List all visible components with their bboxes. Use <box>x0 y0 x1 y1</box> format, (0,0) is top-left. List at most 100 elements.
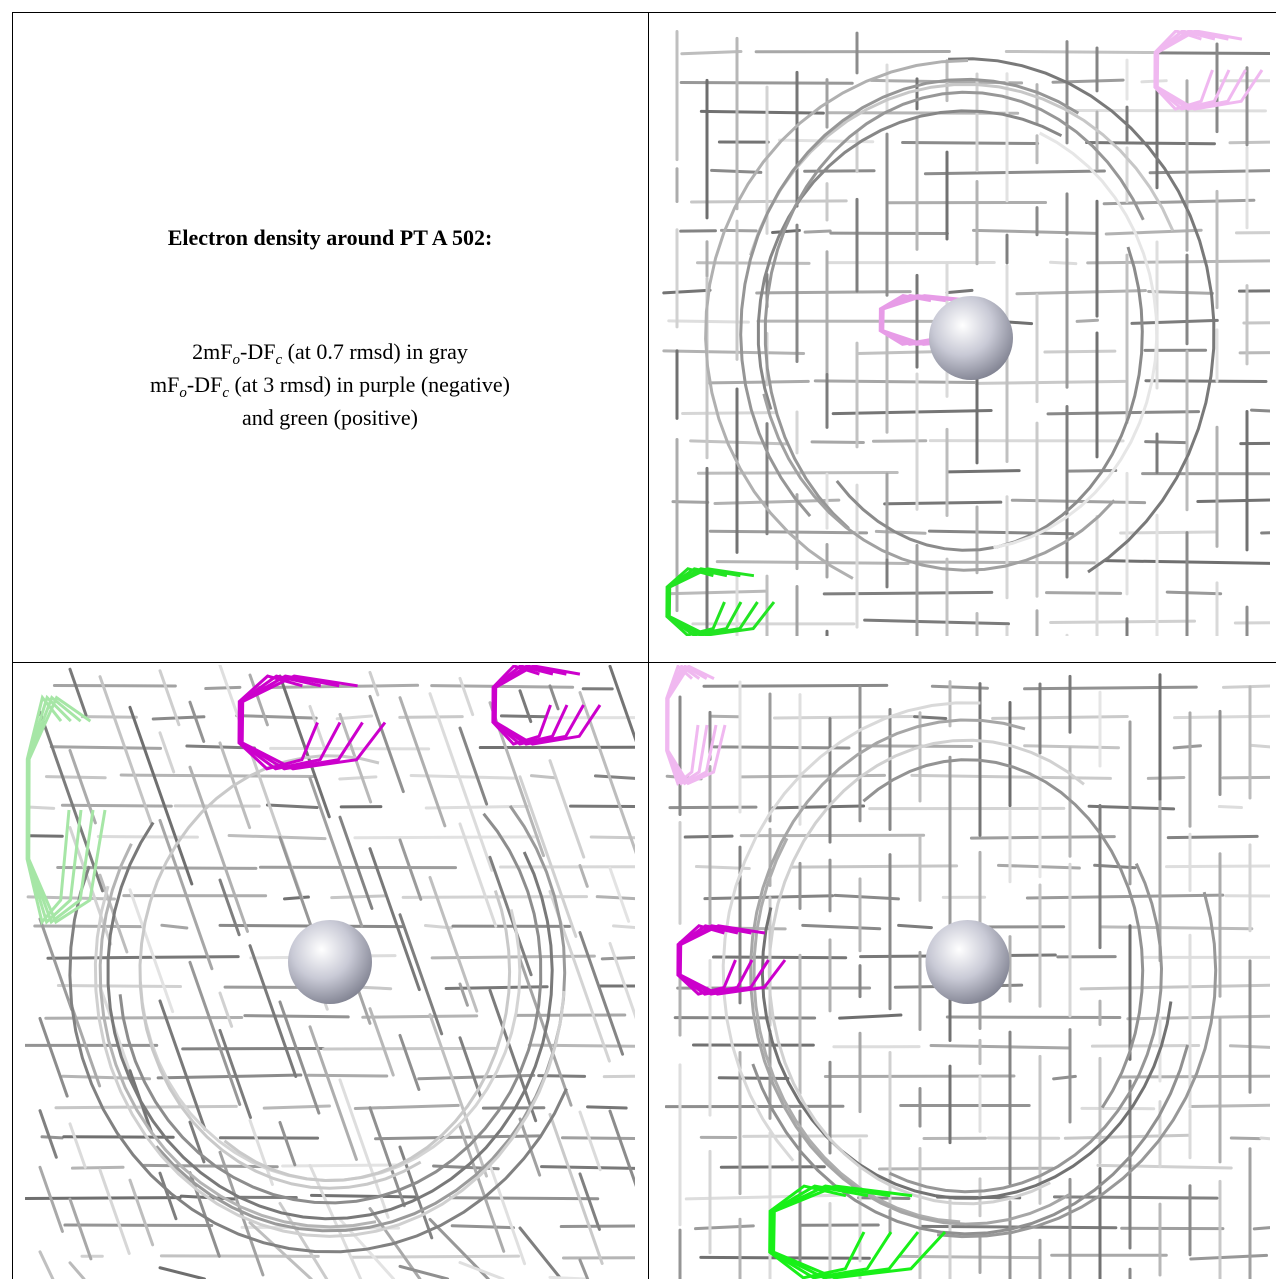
mesh-line <box>1052 1074 1077 1081</box>
mesh-curve <box>68 865 568 1254</box>
mesh-line <box>488 855 533 977</box>
density-image <box>25 665 635 1279</box>
mesh-line <box>265 803 319 809</box>
mesh-line <box>595 895 635 901</box>
mesh-line <box>923 169 1106 176</box>
positive-density <box>770 1184 920 1279</box>
mesh-line <box>1015 289 1147 296</box>
mesh-line <box>810 440 865 444</box>
mesh-line <box>1252 1226 1270 1231</box>
legend-line: mFo-DFc (at 3 rmsd) in purple (negative) <box>13 368 647 401</box>
mesh-line <box>690 199 848 204</box>
mesh-line <box>991 714 1129 720</box>
mesh-line <box>831 408 993 416</box>
mesh-line <box>56 866 258 870</box>
mesh-line <box>61 1074 152 1081</box>
mesh-line <box>755 290 912 295</box>
legend-text: (at 0.7 rmsd) in gray <box>282 339 468 364</box>
caption-legend: 2mFo-DFc (at 0.7 rmsd) in gray mFo-DFc (a… <box>13 335 647 434</box>
mesh-line <box>1221 684 1270 689</box>
mesh-line <box>586 1105 628 1110</box>
mesh-line <box>789 864 959 869</box>
mesh-line <box>158 731 176 774</box>
mesh-line <box>712 955 848 960</box>
mesh-line <box>308 1025 358 1161</box>
positive-density <box>768 1184 866 1279</box>
mesh-line <box>398 1033 421 1091</box>
mesh-line <box>38 710 105 893</box>
mesh-line <box>927 529 1075 536</box>
mesh-line <box>695 261 811 265</box>
mesh-line <box>838 1013 903 1020</box>
mesh-line <box>249 955 297 960</box>
mesh-line <box>907 560 1099 565</box>
mesh-line <box>227 833 327 841</box>
mesh-line <box>119 773 315 778</box>
mesh-line <box>38 1016 69 1098</box>
density-image <box>662 30 1270 636</box>
mesh-line <box>1043 349 1117 354</box>
mesh-curve <box>993 131 1159 550</box>
mesh-line <box>1052 1195 1219 1200</box>
mesh-line <box>98 1168 131 1255</box>
mesh-line <box>398 838 423 901</box>
mesh-line <box>771 804 866 810</box>
mesh-line <box>1075 318 1099 323</box>
mesh-line <box>158 818 214 971</box>
mesh-line <box>857 1196 911 1200</box>
mesh-line <box>1066 469 1118 473</box>
mesh-line <box>1045 591 1123 595</box>
positive-density <box>25 694 71 926</box>
mesh-line <box>68 667 88 717</box>
mesh-line <box>398 696 447 828</box>
mesh-line <box>833 893 900 901</box>
mesh-line <box>548 684 560 711</box>
mesh-line <box>578 1110 602 1172</box>
mesh-line <box>930 684 989 690</box>
mesh-curve <box>155 805 567 1233</box>
mesh-line <box>679 80 854 85</box>
mesh-line <box>1147 289 1215 295</box>
mesh-line <box>684 1193 848 1201</box>
mesh-line <box>338 775 378 781</box>
mesh-line <box>859 744 974 749</box>
mesh-line <box>529 774 558 780</box>
legend-text: c <box>275 352 283 368</box>
mesh-line <box>499 714 548 719</box>
mesh-line <box>308 1163 363 1279</box>
mesh-line <box>450 1224 515 1230</box>
mesh-line <box>248 944 298 1078</box>
mesh-line <box>25 1196 182 1200</box>
mesh-line <box>608 941 635 1020</box>
mesh-line <box>974 379 1127 385</box>
caption-title: Electron density around PT A 502: <box>167 225 493 250</box>
mesh-line <box>671 500 710 504</box>
mesh-line <box>44 775 107 780</box>
mesh-line <box>330 894 387 900</box>
mesh-line <box>368 847 421 992</box>
density-image <box>665 665 1270 1279</box>
mesh-line <box>518 775 578 938</box>
mesh-line <box>1248 743 1270 749</box>
legend-text: 2mF <box>192 339 233 364</box>
mesh-curve <box>862 758 1145 1109</box>
legend-line: and green (positive) <box>13 401 647 434</box>
mesh-curve <box>948 57 1216 574</box>
mesh-line <box>612 924 635 930</box>
mesh-line <box>281 1163 398 1168</box>
mesh-line <box>1049 619 1197 625</box>
mesh-line <box>662 349 806 355</box>
negative-density <box>1153 30 1214 111</box>
mesh-line <box>548 759 586 859</box>
mesh-line <box>578 1258 590 1279</box>
mesh-line <box>707 379 810 385</box>
mesh-line <box>771 228 801 234</box>
mesh-line <box>28 805 56 810</box>
mesh-line <box>278 1120 297 1167</box>
mesh-line <box>1196 498 1270 503</box>
mesh-line <box>662 288 712 295</box>
mesh-line <box>262 1104 331 1110</box>
mesh-line <box>235 714 318 720</box>
mesh-line <box>38 1109 58 1159</box>
mesh-line <box>398 715 464 719</box>
